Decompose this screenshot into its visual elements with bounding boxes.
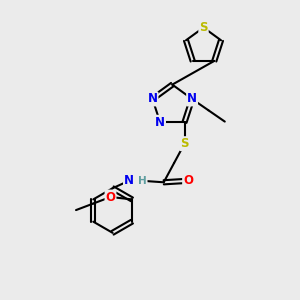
Text: N: N: [187, 92, 197, 106]
Text: S: S: [199, 21, 208, 34]
Text: H: H: [138, 176, 147, 186]
Text: N: N: [124, 174, 134, 187]
Text: S: S: [180, 137, 189, 150]
Text: N: N: [148, 92, 158, 106]
Text: O: O: [106, 190, 116, 203]
Text: O: O: [183, 174, 193, 187]
Text: N: N: [155, 116, 165, 129]
